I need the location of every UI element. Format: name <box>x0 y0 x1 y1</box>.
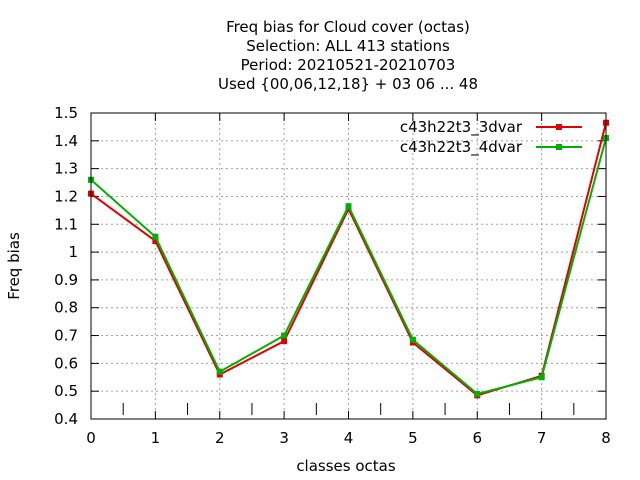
x-minor-ticks <box>122 403 575 415</box>
data-point <box>152 233 159 240</box>
x-tick-label: 7 <box>537 429 547 447</box>
y-tick-label: 1.5 <box>54 104 78 122</box>
chart-title: Freq bias for Cloud cover (octas)Selecti… <box>218 18 478 93</box>
x-tick-label: 6 <box>472 429 482 447</box>
y-tick-label: 1.2 <box>54 187 78 205</box>
x-tick-label: 1 <box>151 429 161 447</box>
y-tick-label: 1 <box>68 243 78 261</box>
data-point <box>538 374 545 381</box>
x-tick-label: 3 <box>279 429 289 447</box>
title-line: Freq bias for Cloud cover (octas) <box>226 18 470 36</box>
y-tick-label: 0.4 <box>54 410 78 428</box>
y-tick-label: 0.6 <box>54 354 78 372</box>
y-tick-label: 1.1 <box>54 215 78 233</box>
title-line: Used {00,06,12,18} + 03 06 ... 48 <box>218 75 478 93</box>
y-tick-label: 0.9 <box>54 271 78 289</box>
x-tick-label: 5 <box>408 429 418 447</box>
y-tick-label: 0.5 <box>54 382 78 400</box>
y-tick-label: 0.8 <box>54 299 78 317</box>
legend-label: c43h22t3_3dvar <box>400 118 523 137</box>
legend-label: c43h22t3_4dvar <box>400 138 523 157</box>
data-point <box>152 237 159 244</box>
y-tick-label: 1.4 <box>54 132 78 150</box>
x-axis-label: classes octas <box>296 457 396 475</box>
grid <box>91 113 606 419</box>
x-axis-ticks: 0 1 2 3 4 5 6 7 8 <box>86 113 611 447</box>
y-tick-label: 0.7 <box>54 327 78 345</box>
series-line-1 <box>90 137 607 396</box>
data-point <box>474 390 481 397</box>
x-tick-label: 0 <box>86 429 96 447</box>
plot-frame <box>90 112 607 420</box>
x-tick-label: 8 <box>601 429 611 447</box>
y-tick-label: 1.3 <box>54 160 78 178</box>
title-line: Selection: ALL 413 stations <box>246 37 450 55</box>
data-point <box>281 332 288 339</box>
data-point <box>281 338 288 345</box>
data-point <box>216 368 223 375</box>
legend-marker <box>556 124 562 130</box>
legend-marker <box>556 144 562 150</box>
title-line: Period: 20210521-20210703 <box>241 56 456 74</box>
x-tick-label: 4 <box>344 429 354 447</box>
y-axis-label: Freq bias <box>5 232 23 300</box>
data-point <box>345 203 352 210</box>
x-tick-label: 2 <box>215 429 225 447</box>
data-point <box>409 336 416 343</box>
y-axis-ticks: 0.4 0.5 0.6 0.7 0.8 0.9 1 1.1 1.2 1.3 1.4 1.5 <box>54 104 606 428</box>
